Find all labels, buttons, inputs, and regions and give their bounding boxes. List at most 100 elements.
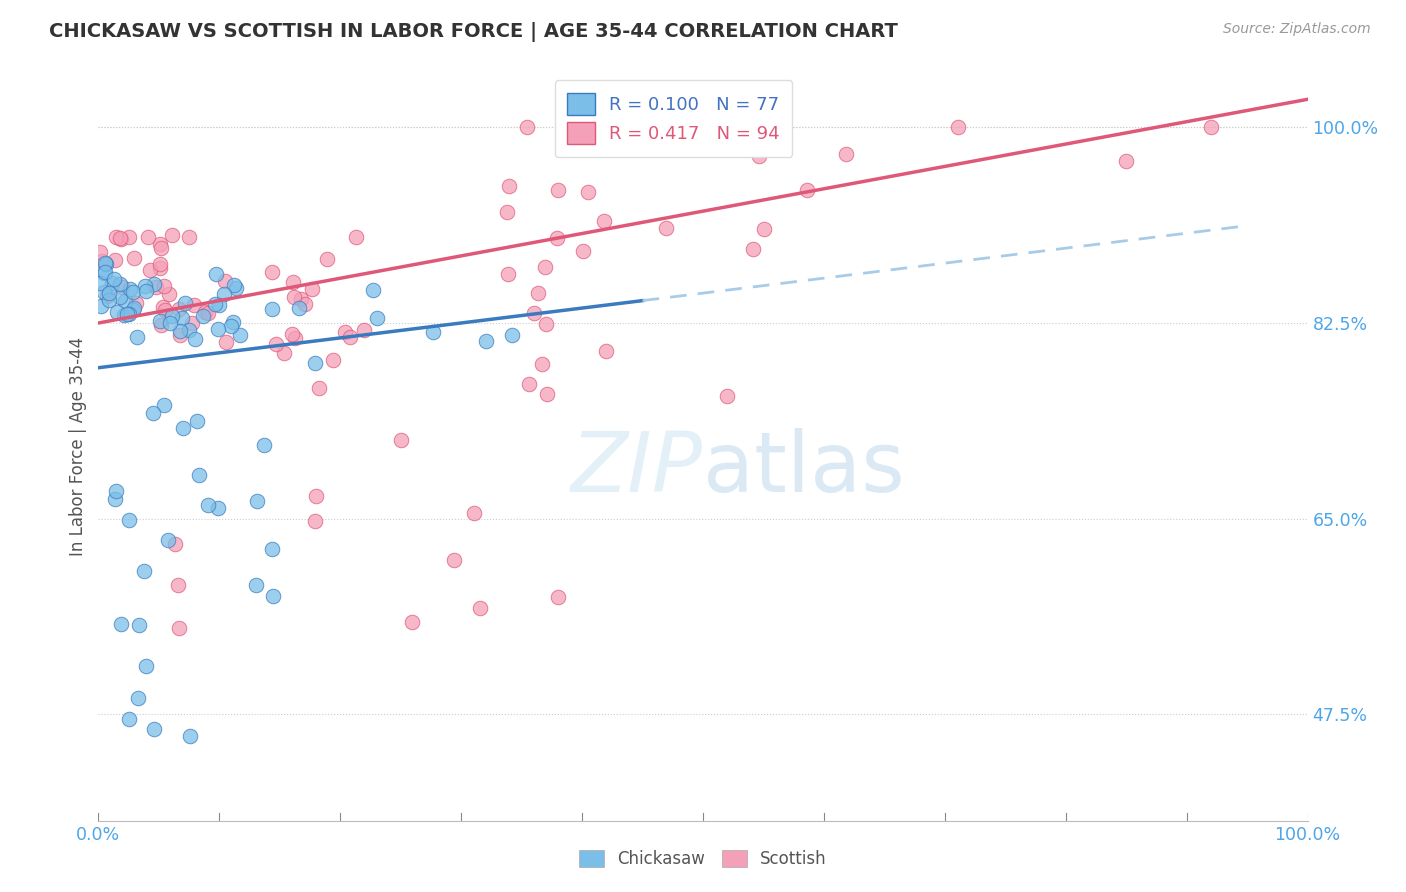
- Point: [110, 232, 132, 246]
- Point: [470, 601, 492, 615]
- Point: [94, 256, 117, 270]
- Legend: Chickasaw, Scottish: Chickasaw, Scottish: [572, 843, 834, 875]
- Point: [135, 284, 157, 298]
- Point: [149, 314, 172, 328]
- Point: [208, 298, 231, 312]
- Point: [205, 267, 228, 281]
- Point: [153, 279, 176, 293]
- Point: [344, 229, 367, 244]
- Point: [110, 231, 132, 245]
- Point: [149, 257, 172, 271]
- Point: [281, 326, 304, 341]
- Point: [207, 322, 229, 336]
- Point: [110, 616, 132, 631]
- Point: [796, 183, 818, 197]
- Point: [96, 289, 118, 303]
- Point: [167, 578, 190, 592]
- Point: [546, 231, 568, 245]
- Point: [103, 272, 125, 286]
- Legend: R = 0.100   N = 77, R = 0.417   N = 94: R = 0.100 N = 77, R = 0.417 N = 94: [555, 80, 792, 157]
- Point: [94, 265, 117, 279]
- Point: [283, 290, 305, 304]
- Point: [523, 306, 546, 320]
- Point: [294, 297, 316, 311]
- Point: [531, 357, 554, 371]
- Point: [172, 421, 194, 435]
- Point: [281, 275, 304, 289]
- Point: [114, 294, 136, 309]
- Point: [149, 237, 172, 252]
- Point: [262, 542, 284, 557]
- Point: [172, 310, 194, 325]
- Point: [225, 281, 247, 295]
- Point: [576, 185, 599, 199]
- Point: [517, 377, 540, 392]
- Point: [104, 252, 127, 267]
- Point: [160, 227, 183, 242]
- Text: ZIP: ZIP: [571, 428, 703, 509]
- Point: [165, 537, 187, 551]
- Point: [167, 301, 190, 316]
- Point: [179, 730, 201, 744]
- Point: [91, 253, 114, 268]
- Point: [572, 244, 595, 258]
- Point: [93, 267, 115, 281]
- Point: [516, 120, 538, 135]
- Point: [127, 329, 149, 343]
- Point: [501, 327, 523, 342]
- Point: [93, 285, 115, 299]
- Point: [142, 406, 165, 420]
- Point: [422, 325, 444, 339]
- Point: [104, 483, 127, 498]
- Point: [177, 230, 200, 244]
- Point: [443, 553, 465, 567]
- Point: [98, 293, 121, 308]
- Point: [353, 323, 375, 337]
- Point: [284, 330, 307, 344]
- Point: [389, 434, 412, 448]
- Point: [322, 352, 344, 367]
- Point: [547, 590, 569, 604]
- Point: [155, 302, 177, 317]
- Point: [188, 467, 211, 482]
- Point: [98, 285, 121, 300]
- Point: [301, 282, 323, 296]
- Point: [169, 328, 191, 343]
- Point: [136, 230, 159, 244]
- Point: [463, 506, 485, 520]
- Point: [162, 310, 184, 324]
- Point: [125, 296, 148, 310]
- Point: [475, 334, 498, 349]
- Point: [260, 302, 283, 317]
- Point: [197, 305, 219, 319]
- Point: [112, 308, 135, 322]
- Point: [177, 323, 200, 337]
- Point: [214, 274, 236, 288]
- Point: [118, 712, 141, 726]
- Point: [118, 230, 141, 244]
- Point: [159, 316, 181, 330]
- Point: [246, 493, 269, 508]
- Point: [496, 267, 519, 281]
- Point: [304, 356, 326, 370]
- Point: [139, 263, 162, 277]
- Point: [496, 205, 519, 219]
- Point: [157, 287, 180, 301]
- Point: [592, 214, 614, 228]
- Text: atlas: atlas: [703, 428, 904, 509]
- Point: [101, 276, 124, 290]
- Point: [174, 296, 197, 310]
- Point: [186, 414, 208, 428]
- Point: [94, 257, 117, 271]
- Point: [152, 398, 174, 412]
- Point: [1115, 153, 1137, 168]
- Point: [835, 146, 858, 161]
- Point: [222, 278, 245, 293]
- Point: [134, 565, 156, 579]
- Point: [149, 241, 172, 255]
- Point: [305, 489, 328, 503]
- Text: Source: ZipAtlas.com: Source: ZipAtlas.com: [1223, 22, 1371, 37]
- Point: [105, 230, 128, 244]
- Point: [204, 297, 226, 311]
- Point: [287, 301, 309, 315]
